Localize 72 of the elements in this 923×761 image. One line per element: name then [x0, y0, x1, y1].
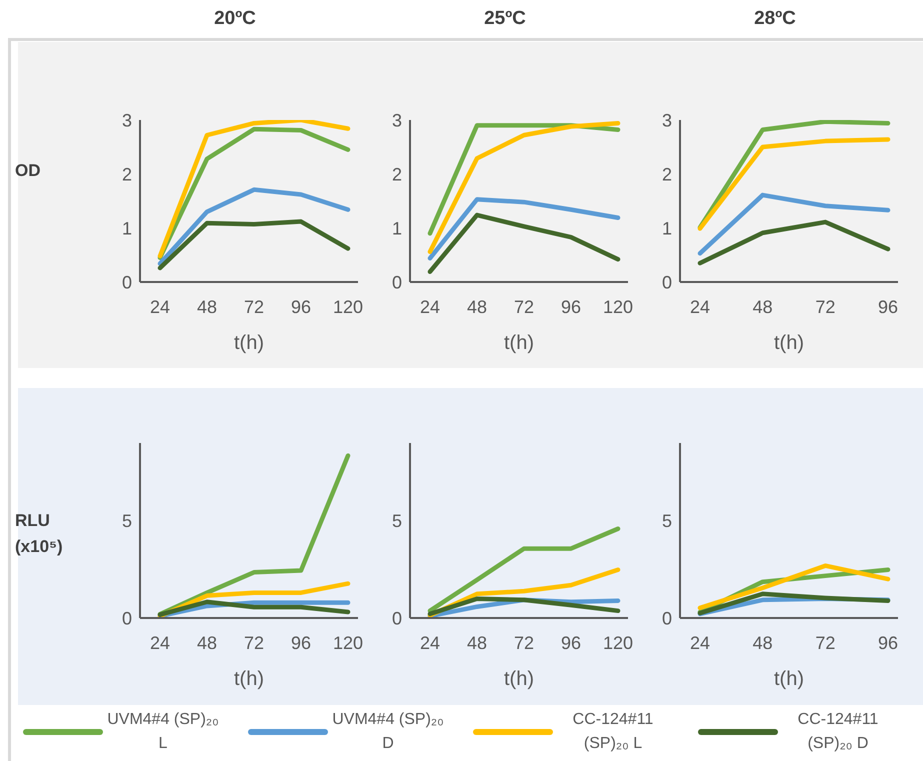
- x-tick-label: 72: [244, 296, 264, 317]
- y-tick-label: 5: [662, 511, 672, 532]
- x-tick-label: 72: [244, 632, 264, 653]
- y-tick-label: 5: [122, 511, 132, 532]
- x-axis-title: t(h): [234, 332, 264, 354]
- x-tick-label: 24: [420, 632, 440, 653]
- x-tick-label: 72: [514, 632, 534, 653]
- x-tick-label: 96: [290, 632, 312, 653]
- y-tick-label: 0: [662, 608, 672, 628]
- y-tick-label: 2: [662, 164, 672, 184]
- x-tick-label: 120: [602, 296, 634, 317]
- x-tick-label: 24: [150, 632, 170, 653]
- x-axis-title: t(h): [504, 332, 534, 354]
- x-tick-label: 120: [332, 296, 364, 317]
- legend-label: UVM4#4 (SP)₂₀ L: [106, 710, 220, 754]
- x-tick-label: 96: [560, 632, 582, 653]
- x-tick-label: 24: [420, 296, 440, 317]
- y-tick-label: 5: [392, 511, 402, 532]
- y-axis-title: OD: [15, 160, 42, 182]
- line-series: [698, 192, 890, 256]
- y-tick-label: 1: [662, 218, 672, 238]
- x-tick-label: 72: [514, 296, 534, 317]
- y-tick-label: 0: [392, 608, 402, 628]
- y-tick-label: 0: [122, 272, 132, 292]
- line-series: [698, 592, 890, 616]
- x-tick-label: 48: [196, 296, 218, 317]
- chart-title: 28ºC: [753, 8, 797, 30]
- y-tick-label: 0: [122, 608, 132, 628]
- x-axis-title: t(h): [234, 668, 264, 690]
- x-tick-label: 72: [815, 632, 836, 653]
- chart-title: 20ºC: [213, 8, 257, 30]
- x-tick-label: 48: [466, 296, 488, 317]
- line-series: [698, 220, 890, 266]
- x-tick-label: 24: [690, 632, 710, 653]
- x-tick-label: 24: [150, 296, 170, 317]
- y-tick-label: 1: [122, 218, 132, 238]
- y-tick-label: 1: [392, 218, 402, 238]
- y-tick-label: 2: [392, 164, 402, 184]
- x-tick-label: 48: [196, 632, 218, 653]
- y-tick-label: 3: [392, 110, 402, 130]
- legend-label: CC-124#11 (SP)₂₀ D: [796, 710, 880, 754]
- line-series: [428, 120, 620, 254]
- x-axis-title: t(h): [504, 668, 534, 690]
- chart-title: 25ºC: [483, 8, 527, 30]
- line-series: [158, 219, 350, 270]
- line-series: [698, 137, 890, 231]
- x-tick-label: 96: [290, 296, 312, 317]
- y-tick-label: 0: [662, 272, 672, 292]
- x-tick-label: 96: [878, 632, 898, 653]
- x-tick-label: 96: [560, 296, 582, 317]
- y-axis-title: RLU (x10⁵): [15, 510, 64, 558]
- line-series: [428, 526, 620, 614]
- line-series: [698, 120, 890, 230]
- y-tick-label: 0: [392, 272, 402, 292]
- x-axis-title: t(h): [774, 332, 804, 354]
- x-tick-label: 48: [752, 296, 773, 317]
- x-tick-label: 120: [602, 632, 634, 653]
- line-series: [428, 212, 620, 274]
- line-series: [158, 187, 350, 266]
- x-axis-title: t(h): [774, 668, 804, 690]
- legend-label: CC-124#11 (SP)₂₀ L: [572, 710, 654, 754]
- x-tick-label: 120: [332, 632, 364, 653]
- y-tick-label: 3: [122, 110, 132, 130]
- legend-label: UVM4#4 (SP)₂₀ D: [331, 710, 445, 754]
- x-tick-label: 96: [878, 296, 898, 317]
- x-tick-label: 24: [690, 296, 710, 317]
- x-tick-label: 48: [752, 632, 773, 653]
- line-series: [428, 197, 620, 260]
- y-tick-label: 3: [662, 110, 672, 130]
- y-tick-label: 2: [122, 164, 132, 184]
- x-tick-label: 48: [466, 632, 488, 653]
- x-tick-label: 72: [815, 296, 836, 317]
